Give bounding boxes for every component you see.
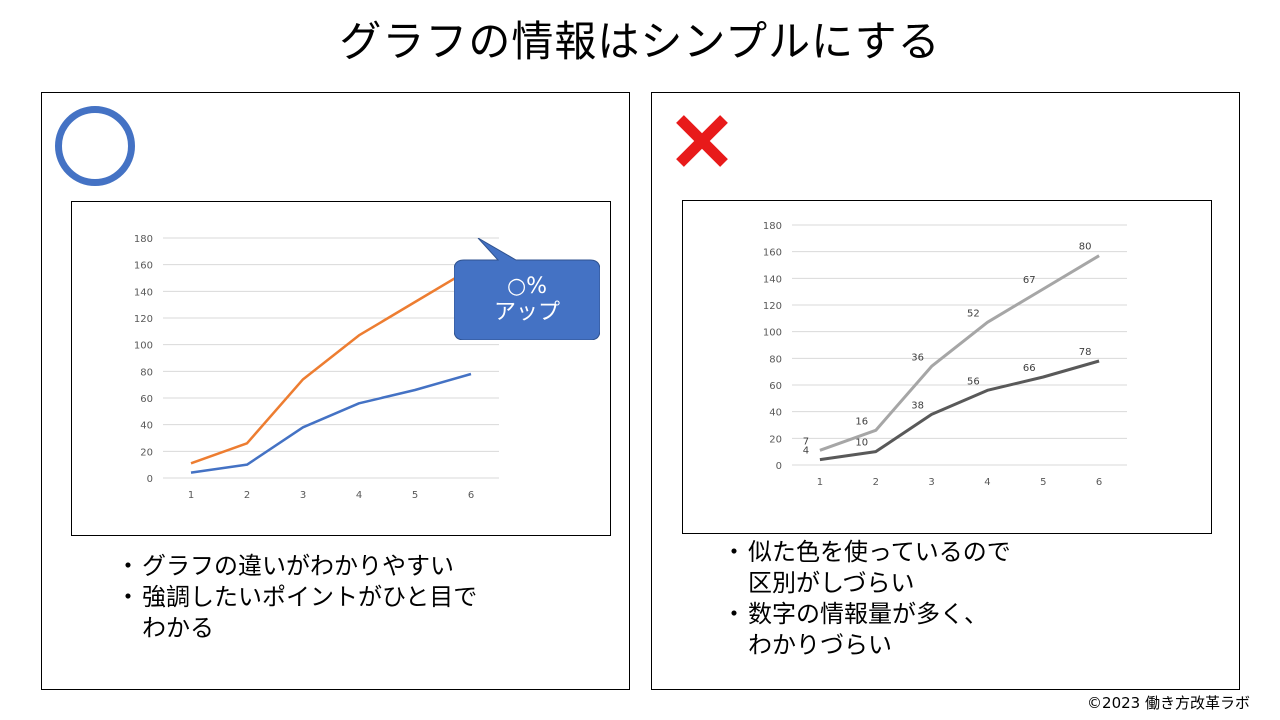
bullet-line: わかる xyxy=(142,614,214,642)
good-chart: 0 20 40 60 80 100 120 140 160 180 1 2 3 4 5 6 xyxy=(71,201,611,536)
good-y-tick-label: 120 xyxy=(134,314,153,325)
good-x-tick-label: 2 xyxy=(244,490,250,501)
copyright-text: ©2023 働き方改革ラボ xyxy=(1087,694,1250,712)
slide-title: グラフの情報はシンプルにする xyxy=(339,17,941,66)
bad-y-tick-label: 60 xyxy=(769,381,782,392)
callout-text: ○% アップ xyxy=(454,274,600,326)
bad-data-label: 10 xyxy=(855,438,868,449)
good-y-tick-label: 80 xyxy=(140,367,153,378)
good-y-tick-label: 180 xyxy=(134,234,153,245)
bullet-line: 強調したいポイントがひと目で xyxy=(142,583,478,611)
good-x-tick-label: 1 xyxy=(188,490,194,501)
bad-y-tick-label: 120 xyxy=(763,301,782,312)
bad-x-tick-label: 5 xyxy=(1040,477,1046,488)
bad-y-tick-label: 160 xyxy=(763,248,782,259)
bullet-line: 数字の情報量が多く、 xyxy=(748,600,988,628)
bullet-line: グラフの違いがわかりやすい xyxy=(142,552,454,580)
bad-series-line-1 xyxy=(819,254,1100,452)
good-series-line-2 xyxy=(190,372,472,474)
bad-x-tick-label: 1 xyxy=(817,477,823,488)
bad-data-label: 16 xyxy=(855,416,868,427)
callout-line-1: ○% xyxy=(506,274,548,299)
circle-correct-icon xyxy=(55,106,135,186)
bad-data-label: 56 xyxy=(967,376,980,387)
bad-y-tick-label: 80 xyxy=(769,354,782,365)
good-y-tick-label: 140 xyxy=(134,287,153,298)
bullet-item: グラフの違いがわかりやすい xyxy=(116,551,600,582)
bullet-line: わかりづらい xyxy=(748,631,892,659)
good-example-panel: 0 20 40 60 80 100 120 140 160 180 1 2 3 4 5 6 ○% アップ グラ… xyxy=(41,92,630,690)
bad-x-tick-label: 6 xyxy=(1096,477,1102,488)
good-y-tick-label: 60 xyxy=(140,394,153,405)
bad-data-label: 38 xyxy=(911,400,924,411)
callout-line-2: アップ xyxy=(493,300,560,325)
bad-example-panel: 0 20 40 60 80 100 120 140 160 180 1 2 3 4 5 6 7 16 36 52 67 8… xyxy=(651,92,1240,690)
bad-data-label: 67 xyxy=(1023,275,1036,286)
good-y-tick-label: 40 xyxy=(140,421,153,432)
good-bullet-list: グラフの違いがわかりやすい 強調したいポイントがひと目で わかる xyxy=(116,551,600,644)
bad-series-line-2 xyxy=(819,359,1100,462)
bad-y-tick-label: 40 xyxy=(769,408,782,419)
bullet-line: 似た色を使っているので xyxy=(748,538,1011,566)
bad-y-tick-label: 140 xyxy=(763,274,782,285)
bad-y-tick-label: 20 xyxy=(769,434,782,445)
good-y-tick-label: 160 xyxy=(134,261,153,272)
bad-chart: 0 20 40 60 80 100 120 140 160 180 1 2 3 4 5 6 7 16 36 52 67 8… xyxy=(682,200,1212,534)
bad-y-tick-label: 180 xyxy=(763,221,782,232)
good-x-tick-label: 6 xyxy=(468,490,474,501)
bad-data-label: 78 xyxy=(1079,347,1092,358)
good-y-tick-label: 0 xyxy=(147,474,153,485)
percent-up-callout: ○% アップ xyxy=(454,238,600,340)
callout-shape xyxy=(454,238,600,340)
bad-x-tick-label: 3 xyxy=(928,477,934,488)
bad-x-tick-label: 2 xyxy=(873,477,879,488)
bad-data-label: 80 xyxy=(1079,242,1092,253)
bad-bullet-list: 似た色を使っているので 区別がしづらい 数字の情報量が多く、 わかりづらい xyxy=(722,537,1166,661)
bad-y-tick-label: 0 xyxy=(776,461,782,472)
good-y-tick-label: 20 xyxy=(140,447,153,458)
bad-y-tick-label: 100 xyxy=(763,328,782,339)
bullet-line: 区別がしづらい xyxy=(748,569,915,597)
bullet-item: 数字の情報量が多く、 わかりづらい xyxy=(722,599,1166,661)
good-y-tick-label: 100 xyxy=(134,341,153,352)
bad-data-label: 7 xyxy=(803,436,809,447)
cross-incorrect-icon xyxy=(676,115,728,167)
bad-data-label: 4 xyxy=(803,446,809,457)
good-series-line-1 xyxy=(190,267,472,465)
bad-data-label: 36 xyxy=(911,352,924,363)
good-x-tick-label: 4 xyxy=(356,490,362,501)
good-x-tick-label: 5 xyxy=(412,490,418,501)
bullet-item: 強調したいポイントがひと目で わかる xyxy=(116,582,600,644)
bullet-item: 似た色を使っているので 区別がしづらい xyxy=(722,537,1166,599)
good-x-tick-label: 3 xyxy=(300,490,306,501)
good-chart-svg: 0 20 40 60 80 100 120 140 160 180 1 2 3 4 5 6 xyxy=(134,234,499,501)
bad-data-label: 52 xyxy=(967,308,980,319)
bad-data-label: 66 xyxy=(1023,363,1036,374)
bad-x-tick-label: 4 xyxy=(984,477,990,488)
